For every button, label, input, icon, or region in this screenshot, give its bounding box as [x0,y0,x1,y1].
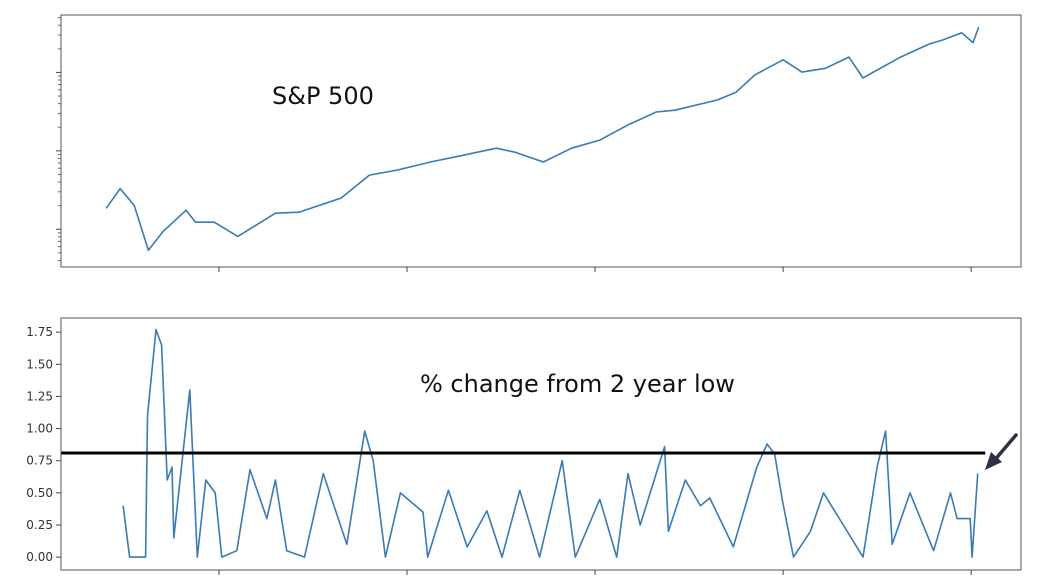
axes-frame [60,317,1022,571]
series-line [105,26,980,251]
pct-change-panel: 0.00 0.25 0.50 0.75 1.00 1.25 1.50 1.75 [26,317,1022,575]
y-tick-label: 1.25 [26,389,53,403]
y-tick-label: 0.75 [26,454,53,468]
sp500-annotation: S&P 500 [272,82,374,110]
y-tick-label: 1.00 [26,422,53,436]
arrow-icon [985,433,1018,470]
arrow-head [985,452,1002,470]
y-tick-label: 1.50 [26,357,53,371]
y-tick-label: 1.75 [26,325,53,339]
pct-change-annotation: % change from 2 year low [420,370,735,398]
y-tick-label: 0.50 [26,486,53,500]
sp500-panel [56,14,1022,272]
y-tick-label: 0.00 [26,550,53,564]
axes-frame [60,14,1022,268]
y-tick-label: 0.25 [26,518,53,532]
series-line [122,328,979,558]
